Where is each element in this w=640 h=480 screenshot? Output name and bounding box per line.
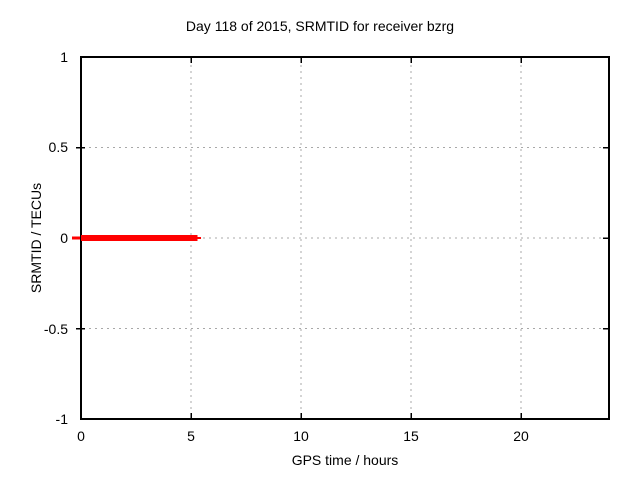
- chart-title: Day 118 of 2015, SRMTID for receiver bzr…: [186, 18, 454, 34]
- y-tick-label-0: 0: [60, 230, 68, 246]
- y-tick-label--0.5: -0.5: [44, 321, 68, 337]
- y-tick-label-0.5: 0.5: [49, 139, 69, 155]
- tick-marks: [76, 57, 609, 419]
- x-tick-labels: 0 5 10 15 20: [77, 428, 529, 444]
- x-tick-label-0: 0: [77, 428, 85, 444]
- series-left-edge-mark: [72, 236, 80, 240]
- x-axis-title: GPS time / hours: [292, 452, 399, 468]
- y-axis-title: SRMTID / TECUs: [28, 183, 44, 293]
- x-tick-label-5: 5: [187, 428, 195, 444]
- y-tick-labels: 1 0.5 0 -0.5 -1: [44, 49, 68, 427]
- y-tick-label--1: -1: [56, 411, 69, 427]
- series-segment: [81, 235, 198, 241]
- x-tick-label-10: 10: [293, 428, 309, 444]
- x-tick-label-20: 20: [513, 428, 529, 444]
- y-tick-label-1: 1: [60, 49, 68, 65]
- x-tick-label-15: 15: [403, 428, 419, 444]
- series-line-end-cap: [197, 237, 201, 239]
